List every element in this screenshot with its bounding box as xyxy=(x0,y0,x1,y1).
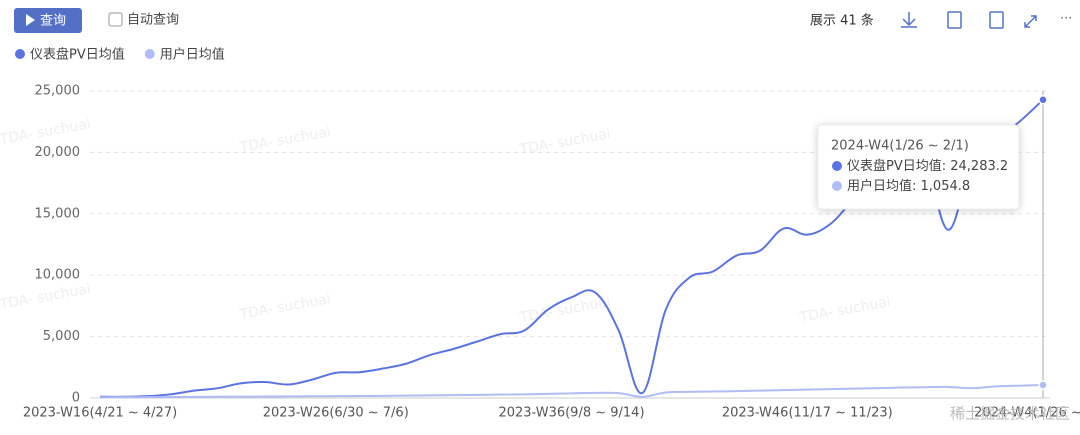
tooltip-dot xyxy=(832,181,842,191)
y-tick-label: 0 xyxy=(72,391,80,406)
play-icon xyxy=(26,14,35,26)
query-label[interactable]: 查询 xyxy=(40,14,66,29)
y-tick-label: 15,000 xyxy=(35,206,81,221)
legend-label: 仪表盘PV日均值 xyxy=(30,47,125,63)
tooltip-value: 1,054.8 xyxy=(921,179,971,194)
tooltip-entry: 仪表盘PV日均值: 24,283.2 xyxy=(847,158,1008,174)
tooltip-sep: : xyxy=(912,179,921,194)
series-line xyxy=(99,384,1044,399)
tooltip-name: 仪表盘PV日均值 xyxy=(847,158,942,174)
watermark: TDA- suchuai xyxy=(518,126,612,158)
watermark: TDA- suchuai xyxy=(238,291,332,323)
tooltip-value: 24,283.2 xyxy=(950,159,1008,174)
tooltip-box xyxy=(817,124,1020,210)
legend-dot xyxy=(15,49,25,59)
y-tick-label: 20,000 xyxy=(35,145,81,160)
hover-point xyxy=(1038,95,1048,105)
tooltip-sep: : xyxy=(942,159,951,174)
row-count: 展示 41 条 xyxy=(810,13,874,29)
hover-point xyxy=(1038,380,1048,390)
tooltip-title: 2024-W4(1/26 ~ 2/1) xyxy=(831,139,969,154)
y-tick-label: 5,000 xyxy=(43,329,80,344)
y-tick-label: 10,000 xyxy=(35,268,81,283)
tooltip-dot xyxy=(832,161,842,171)
legend-dot xyxy=(144,49,155,59)
x-tick-label: 2024-W4(1/26 ~ 2/1) xyxy=(974,406,1080,421)
x-tick-label: 2023-W36(9/8 ~ 9/14) xyxy=(498,406,644,421)
tooltip-name: 用户日均值 xyxy=(847,178,912,194)
watermark: TDA- suchuai xyxy=(798,294,892,326)
legend-label: 用户日均值 xyxy=(160,47,225,63)
tooltip: 2024-W4(1/26 ~ 2/1) 仪表盘PV日均值: 24,283.2 用户日… xyxy=(817,124,1020,210)
watermark: TDA- suchuai xyxy=(0,281,92,313)
x-tick-label: 2023-W16(4/21 ~ 4/27) xyxy=(23,406,177,421)
watermarks: TDA- suchuai TDA- suchuai TDA- suchuai T… xyxy=(0,116,892,326)
checkbox[interactable] xyxy=(108,12,123,27)
x-tick-label: 2023-W46(11/17 ~ 11/23) xyxy=(722,406,893,421)
x-tick-label: 2023-W26(6/30 ~ 7/6) xyxy=(263,406,409,421)
toolbar-icons[interactable] xyxy=(901,11,1037,29)
watermark: TDA- suchuai xyxy=(238,124,332,156)
watermark: TDA- suchuai xyxy=(0,116,92,148)
y-tick-label: 25,000 xyxy=(35,84,81,99)
query-button[interactable] xyxy=(14,8,82,33)
site-watermark: 稀土掘金技术社区 xyxy=(950,405,1070,423)
tooltip-entry: 用户日均值: 1,054.8 xyxy=(847,178,970,194)
more-icon[interactable]: ··· xyxy=(1060,12,1072,27)
checkbox-label[interactable]: 自动查询 xyxy=(127,13,179,28)
